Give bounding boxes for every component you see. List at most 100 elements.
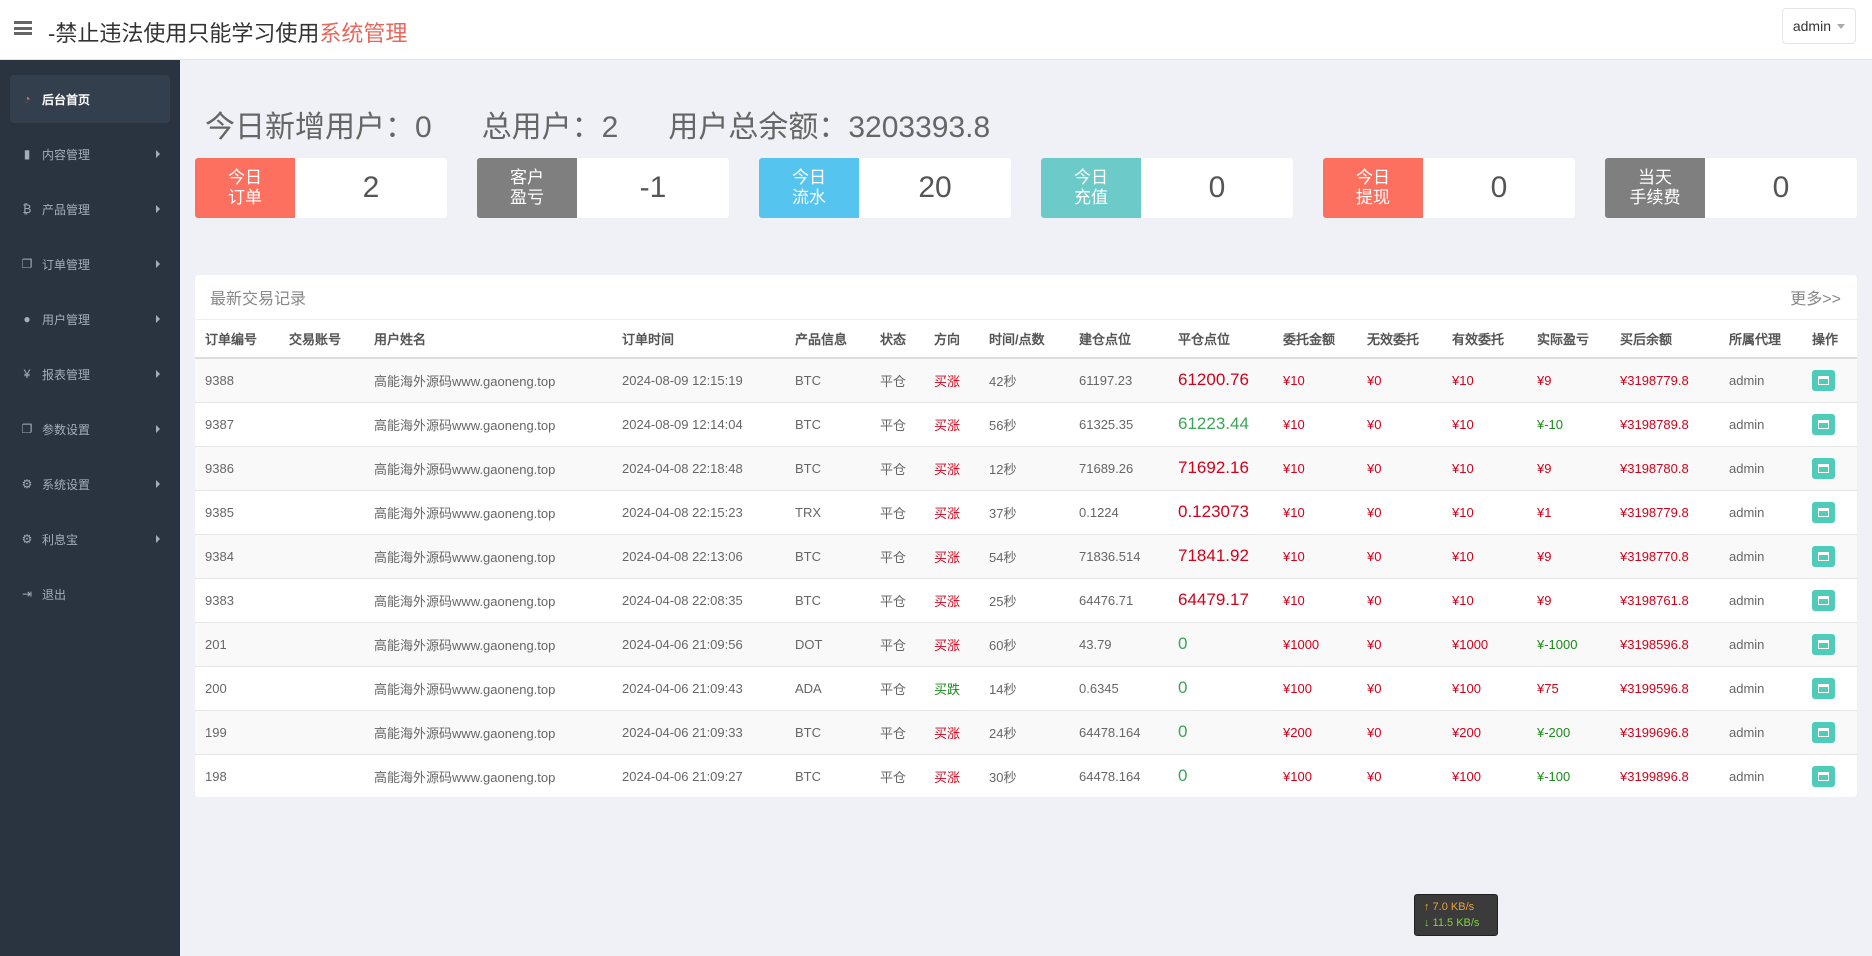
column-header: 用户姓名 (364, 320, 612, 359)
view-details-button[interactable] (1812, 501, 1835, 523)
cell-account (279, 665, 364, 710)
cell-pl: ¥9 (1527, 533, 1610, 578)
view-details-button[interactable] (1812, 545, 1835, 567)
table-row[interactable]: 9386 高能海外源码www.gaoneng.top 2024-04-08 22:1… (195, 445, 1857, 490)
copy-icon: ❐ (21, 257, 33, 271)
sidebar-item-3[interactable]: ❐ 订单管理 (10, 240, 170, 288)
cell-valid: ¥10 (1442, 445, 1527, 490)
cell-amount: ¥10 (1273, 533, 1357, 578)
sidebar-item-1[interactable]: ▮ 内容管理 (10, 130, 170, 178)
cell-valid: ¥10 (1442, 357, 1527, 402)
more-link[interactable]: 更多>> (1790, 291, 1841, 308)
sidebar-item-label: 退出 (42, 587, 67, 602)
stat-card-label: 今日 充值 (1041, 158, 1141, 218)
table-row[interactable]: 9388 高能海外源码www.gaoneng.top 2024-08-09 12:1… (195, 357, 1857, 402)
list-icon (1818, 639, 1829, 649)
cell-account (279, 401, 364, 446)
cell-status: 平仓 (870, 489, 924, 534)
table-row[interactable]: 198 高能海外源码www.gaoneng.top 2024-04-06 21:09… (195, 753, 1857, 798)
caret-right-icon (156, 150, 160, 158)
cell-amount: ¥10 (1273, 357, 1357, 402)
sidebar-item-8[interactable]: ⚙ 利息宝 (10, 515, 170, 563)
new-users-stat: 今日新增用户：0 (205, 111, 432, 144)
table-row[interactable]: 199 高能海外源码www.gaoneng.top 2024-04-06 21:09… (195, 709, 1857, 754)
cell-amount: ¥1000 (1273, 621, 1357, 666)
menu-toggle-icon[interactable] (14, 21, 32, 35)
cell-agent: admin (1719, 489, 1802, 534)
stat-card-value: -1 (639, 171, 667, 204)
cell-agent: admin (1719, 709, 1802, 754)
stat-card: 客户 盈亏 -1 (477, 158, 729, 218)
cell-time: 2024-08-09 12:15:19 (612, 357, 785, 402)
sidebar-item-label: 用户管理 (42, 312, 91, 327)
sidebar-item-label: 系统设置 (42, 477, 91, 492)
view-details-button[interactable] (1812, 765, 1835, 787)
cell-invalid: ¥0 (1357, 621, 1442, 666)
cell-open: 64478.164 (1069, 709, 1168, 754)
table-row[interactable]: 9387 高能海外源码www.gaoneng.top 2024-08-09 12:1… (195, 401, 1857, 446)
cell-dir: 买涨 (924, 753, 979, 798)
view-details-button[interactable] (1812, 633, 1835, 655)
stat-card-value: 0 (1208, 171, 1226, 204)
table-row[interactable]: 9383 高能海外源码www.gaoneng.top 2024-04-08 22:0… (195, 577, 1857, 622)
list-icon (1818, 463, 1829, 473)
gears-icon: ⚙ (21, 532, 33, 546)
sidebar-item-label: 报表管理 (42, 367, 91, 382)
cell-balance: ¥3198770.8 (1610, 533, 1719, 578)
cell-pl: ¥-10 (1527, 401, 1610, 446)
view-details-button[interactable] (1812, 721, 1835, 743)
caret-right-icon (156, 425, 160, 433)
cell-valid: ¥200 (1442, 709, 1527, 754)
cell-dir: 买涨 (924, 401, 979, 446)
cell-product: BTC (785, 401, 870, 446)
view-details-button[interactable] (1812, 413, 1835, 435)
cell-invalid: ¥0 (1357, 445, 1442, 490)
list-icon (1818, 771, 1829, 781)
caret-right-icon (156, 260, 160, 268)
cell-dur: 14秒 (979, 665, 1069, 710)
cell-invalid: ¥0 (1357, 533, 1442, 578)
cell-time: 2024-04-08 22:13:06 (612, 533, 785, 578)
table-row[interactable]: 9384 高能海外源码www.gaoneng.top 2024-04-08 22:1… (195, 533, 1857, 578)
cell-name: 高能海外源码www.gaoneng.top (364, 401, 612, 446)
list-icon (1818, 595, 1829, 605)
sidebar-item-5[interactable]: ¥ 报表管理 (10, 350, 170, 398)
user-dropdown[interactable]: admin (1781, 8, 1856, 44)
sidebar-item-0[interactable]: ◔ 后台首页 (10, 75, 170, 123)
cell-amount: ¥10 (1273, 577, 1357, 622)
cell-close: 61223.44 (1168, 401, 1273, 446)
stat-card: 当天 手续费 0 (1605, 158, 1857, 218)
table-row[interactable]: 201 高能海外源码www.gaoneng.top 2024-04-06 21:09… (195, 621, 1857, 666)
view-details-button[interactable] (1812, 589, 1835, 611)
cell-product: BTC (785, 533, 870, 578)
cell-time: 2024-08-09 12:14:04 (612, 401, 785, 446)
cell-agent: admin (1719, 357, 1802, 402)
cell-action (1802, 489, 1857, 534)
cell-name: 高能海外源码www.gaoneng.top (364, 753, 612, 798)
sidebar-item-7[interactable]: ⚙ 系统设置 (10, 460, 170, 508)
cell-status: 平仓 (870, 621, 924, 666)
view-details-button[interactable] (1812, 677, 1835, 699)
sidebar-item-9[interactable]: ⇥ 退出 (10, 570, 170, 618)
cell-name: 高能海外源码www.gaoneng.top (364, 489, 612, 534)
sidebar-item-4[interactable]: ● 用户管理 (10, 295, 170, 343)
cell-id: 201 (195, 621, 279, 666)
stat-card-value: 20 (918, 171, 952, 204)
cell-dir: 买涨 (924, 489, 979, 534)
sign-out-icon: ⇥ (21, 587, 33, 601)
cell-close: 71692.16 (1168, 445, 1273, 490)
view-details-button[interactable] (1812, 457, 1835, 479)
cell-amount: ¥200 (1273, 709, 1357, 754)
table-row[interactable]: 200 高能海外源码www.gaoneng.top 2024-04-06 21:09… (195, 665, 1857, 710)
view-details-button[interactable] (1812, 369, 1835, 391)
cell-id: 9386 (195, 445, 279, 490)
cell-status: 平仓 (870, 357, 924, 402)
table-row[interactable]: 9385 高能海外源码www.gaoneng.top 2024-04-08 22:1… (195, 489, 1857, 534)
cell-open: 64478.164 (1069, 753, 1168, 798)
sidebar-item-2[interactable]: ₿ 产品管理 (10, 185, 170, 233)
cell-close: 64479.17 (1168, 577, 1273, 622)
caret-right-icon (156, 315, 160, 323)
sidebar-item-6[interactable]: ❐ 参数设置 (10, 405, 170, 453)
sidebar-item-label: 后台首页 (42, 92, 91, 107)
cell-name: 高能海外源码www.gaoneng.top (364, 533, 612, 578)
